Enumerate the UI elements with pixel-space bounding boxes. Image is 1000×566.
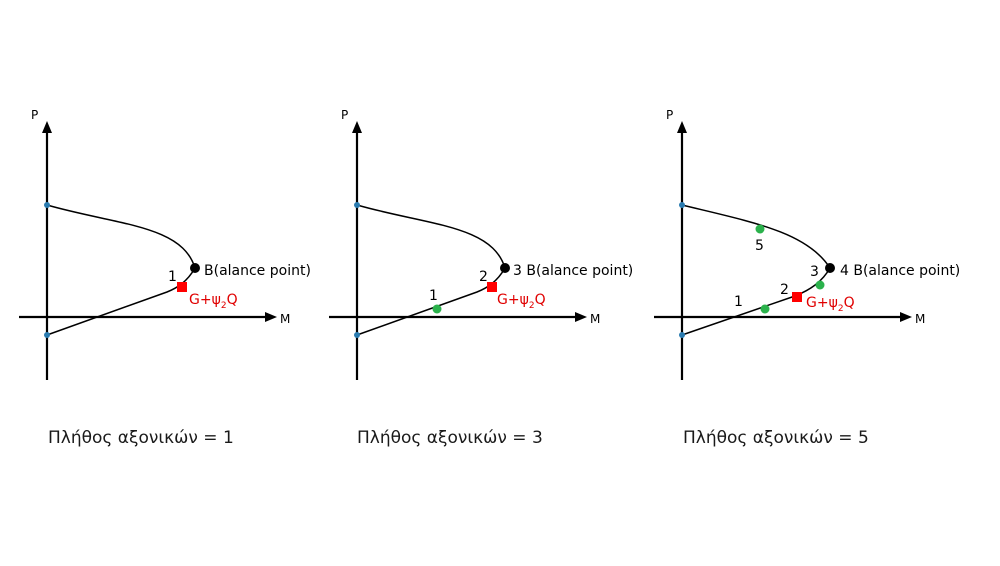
interaction-curve bbox=[46, 204, 196, 336]
m-axis-arrowhead bbox=[575, 312, 587, 322]
m-axis-label: M bbox=[280, 312, 290, 326]
load-point-marker bbox=[177, 282, 187, 292]
axis-endpoint-top bbox=[44, 202, 50, 208]
point-number-label: 3 bbox=[810, 264, 819, 280]
m-axis-arrowhead bbox=[265, 312, 277, 322]
point-number-label: 1 bbox=[168, 269, 177, 285]
axis-endpoint-bottom bbox=[679, 332, 685, 338]
interaction-curve bbox=[681, 204, 831, 336]
intermediate-point bbox=[815, 280, 825, 290]
balance-point bbox=[500, 263, 510, 273]
panel-1-diagram: P M B(alance point) G+ψ2Q 1 bbox=[19, 108, 311, 380]
interaction-curve bbox=[356, 204, 506, 336]
p-axis-arrowhead bbox=[352, 121, 362, 133]
m-axis-label: M bbox=[915, 312, 925, 326]
panel-3-diagram: P M 4 B(alance point) G+ψ2Q 1 2 3 5 bbox=[654, 108, 960, 380]
load-point-label: G+ψ2Q bbox=[806, 295, 855, 314]
balance-point bbox=[825, 263, 835, 273]
point-number-label: 5 bbox=[755, 238, 764, 254]
load-point-label: G+ψ2Q bbox=[189, 292, 238, 311]
m-axis-arrowhead bbox=[900, 312, 912, 322]
m-axis-label: M bbox=[590, 312, 600, 326]
panel-2-diagram: P M 3 B(alance point) G+ψ2Q 1 2 bbox=[329, 108, 633, 380]
load-point-marker bbox=[487, 282, 497, 292]
axis-endpoint-bottom bbox=[44, 332, 50, 338]
point-number-label: 1 bbox=[734, 294, 743, 310]
intermediate-point bbox=[755, 224, 765, 234]
intermediate-point bbox=[760, 304, 770, 314]
p-axis-arrowhead bbox=[677, 121, 687, 133]
p-axis-label: P bbox=[341, 108, 348, 122]
axis-endpoint-top bbox=[354, 202, 360, 208]
axis-endpoint-top bbox=[679, 202, 685, 208]
intermediate-point bbox=[432, 304, 442, 314]
p-axis-label: P bbox=[31, 108, 38, 122]
load-point-marker bbox=[792, 292, 802, 302]
point-number-label: 2 bbox=[479, 269, 488, 285]
balance-point-label: B(alance point) bbox=[204, 263, 311, 279]
panel-1-caption: Πλήθος αξονικών = 1 bbox=[48, 428, 234, 448]
panel-3-caption: Πλήθος αξονικών = 5 bbox=[683, 428, 869, 448]
p-axis-label: P bbox=[666, 108, 673, 122]
axis-endpoint-bottom bbox=[354, 332, 360, 338]
point-number-label: 2 bbox=[780, 282, 789, 298]
point-number-label: 1 bbox=[429, 288, 438, 304]
load-point-label: G+ψ2Q bbox=[497, 292, 546, 311]
p-axis-arrowhead bbox=[42, 121, 52, 133]
balance-point bbox=[190, 263, 200, 273]
balance-point-label: 4 B(alance point) bbox=[840, 263, 960, 279]
panel-2-caption: Πλήθος αξονικών = 3 bbox=[357, 428, 543, 448]
balance-point-label: 3 B(alance point) bbox=[513, 263, 633, 279]
